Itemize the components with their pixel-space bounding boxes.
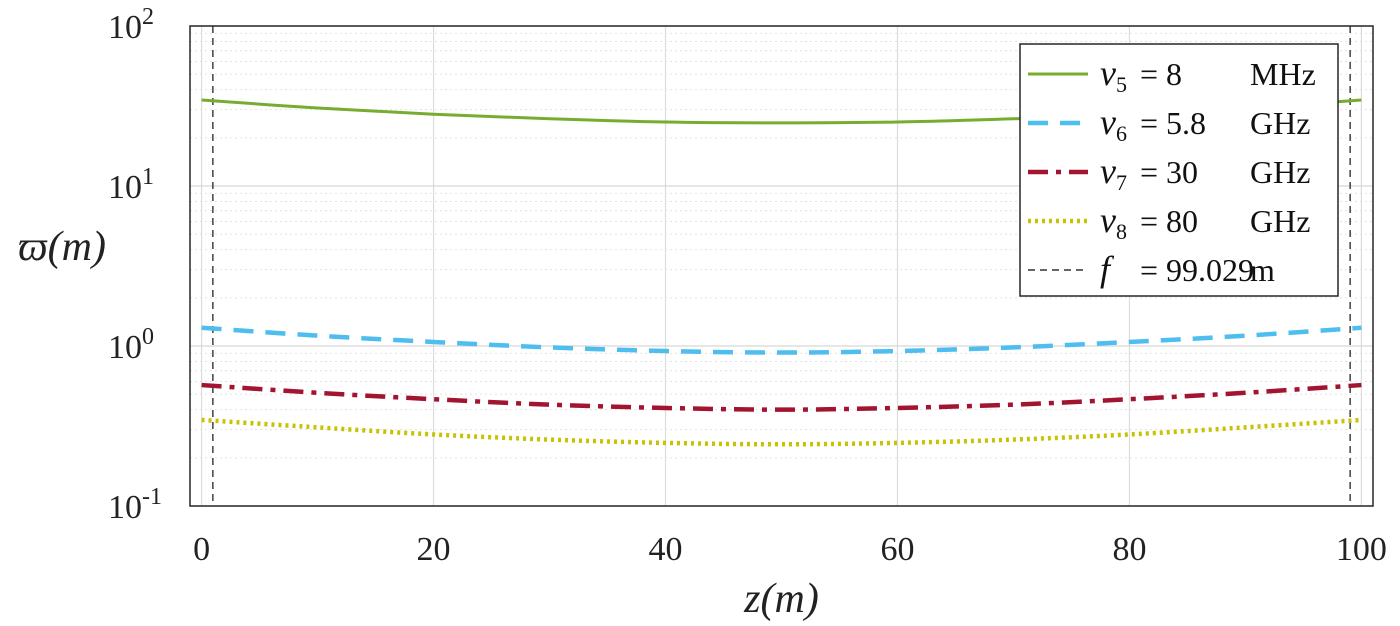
legend-value: = 5.8 bbox=[1140, 105, 1206, 141]
reference-lines bbox=[212, 26, 1351, 506]
legend-value: = 8 bbox=[1140, 56, 1182, 92]
x-tick-label: 60 bbox=[880, 531, 914, 568]
legend-label: ν6 bbox=[1100, 102, 1127, 146]
legend-label: ν7 bbox=[1100, 151, 1127, 195]
plot-frame bbox=[189, 25, 1374, 507]
series-line-nu6 bbox=[201, 325, 1362, 355]
series-line-nu8 bbox=[201, 417, 1362, 447]
y-tick-label: 100 bbox=[108, 324, 154, 366]
x-tick-label: 0 bbox=[193, 531, 210, 568]
legend-value: = 30 bbox=[1140, 154, 1198, 190]
legend-value: = 99.029 bbox=[1140, 252, 1254, 288]
x-axis-label: z(m) bbox=[743, 576, 819, 622]
x-tick-label: 100 bbox=[1336, 531, 1387, 568]
y-tick-labels: 10-1 100 101 102 bbox=[108, 4, 162, 526]
legend-label: ν8 bbox=[1100, 200, 1127, 244]
x-tick-label: 20 bbox=[417, 531, 451, 568]
series-line-nu7 bbox=[201, 382, 1362, 412]
x-tick-label: 40 bbox=[649, 531, 683, 568]
legend-value: = 80 bbox=[1140, 203, 1198, 239]
y-tick-label: 102 bbox=[108, 4, 154, 46]
legend-label: ν5 bbox=[1100, 53, 1127, 97]
y-tick-label: 10-1 bbox=[108, 484, 162, 526]
x-tick-labels: 0 20 40 60 80 100 bbox=[193, 531, 1387, 568]
legend-unit: GHz bbox=[1250, 203, 1310, 239]
y-axis-label: ϖ(m) bbox=[18, 224, 106, 270]
legend-unit: GHz bbox=[1250, 154, 1310, 190]
y-tick-label: 101 bbox=[108, 164, 154, 206]
legend-unit: m bbox=[1250, 252, 1275, 288]
x-tick-label: 80 bbox=[1112, 531, 1146, 568]
legend-unit: MHz bbox=[1250, 56, 1316, 92]
legend-unit: GHz bbox=[1250, 105, 1310, 141]
